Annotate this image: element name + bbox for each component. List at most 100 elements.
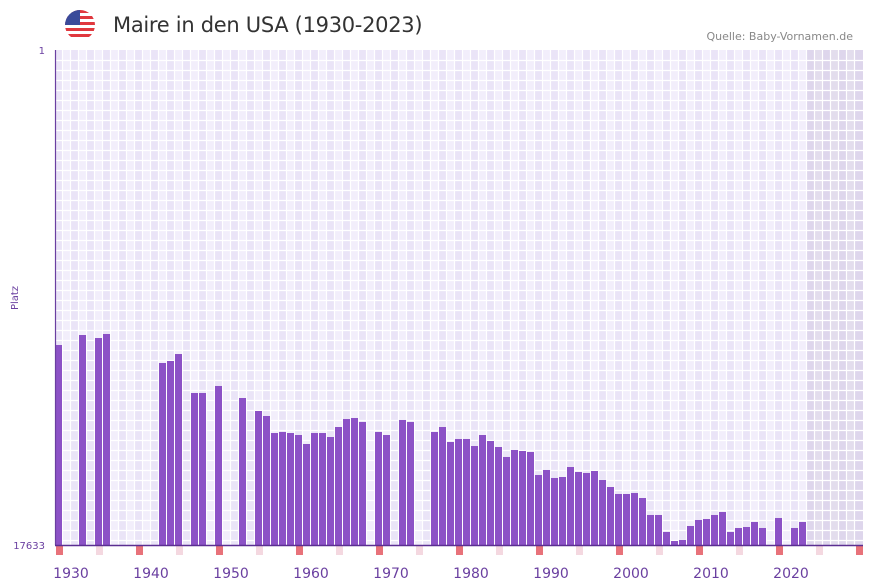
year-marker-2025 <box>816 546 823 555</box>
grid-column <box>503 50 511 545</box>
grid-column <box>839 50 847 545</box>
grid-column <box>215 50 223 545</box>
bar-2013 <box>719 512 726 545</box>
bar-1943 <box>159 362 166 545</box>
year-marker-1945 <box>176 546 183 555</box>
bar-1965 <box>335 427 342 545</box>
grid-column <box>455 50 463 545</box>
bar-1978 <box>439 427 446 545</box>
grid-column <box>391 50 399 545</box>
bar-1962 <box>311 433 318 545</box>
bar-1947 <box>191 393 198 545</box>
source-credit: Quelle: Baby-Vornamen.de <box>706 30 853 43</box>
bar-2005 <box>655 514 662 545</box>
bar-2003 <box>639 498 646 545</box>
bar-2009 <box>687 525 694 545</box>
x-tick-2020: 2020 <box>773 566 809 582</box>
bar-2018 <box>759 527 766 545</box>
grid-column <box>727 50 735 545</box>
bar-1984 <box>487 441 494 545</box>
bars <box>55 333 806 545</box>
year-marker-2005 <box>656 546 663 555</box>
grid-column <box>103 50 111 545</box>
bar-2023 <box>799 522 806 545</box>
x-tick-1980: 1980 <box>453 566 489 582</box>
grid-column <box>567 50 575 545</box>
year-marker-1970 <box>376 546 383 555</box>
grid-column <box>855 50 863 545</box>
grid-column <box>247 50 255 545</box>
grid-column <box>167 50 175 545</box>
bar-1977 <box>431 432 438 545</box>
grid-column <box>583 50 591 545</box>
grid-column <box>519 50 527 545</box>
grid-column <box>631 50 639 545</box>
bar-1959 <box>287 433 294 545</box>
bar-1987 <box>511 449 518 545</box>
bar-1948 <box>199 393 206 545</box>
page-title: Maire in den USA (1930-2023) <box>113 13 423 37</box>
grid-column <box>151 50 159 545</box>
year-marker-1930 <box>56 546 63 555</box>
x-tick-1930: 1930 <box>53 566 89 582</box>
grid-column <box>535 50 543 545</box>
grid-column <box>135 50 143 545</box>
grid-column <box>711 50 719 545</box>
bar-2004 <box>647 514 654 545</box>
bar-1960 <box>295 435 302 545</box>
year-marker-1955 <box>256 546 263 555</box>
year-marker-1980 <box>456 546 463 555</box>
bar-1986 <box>503 456 510 545</box>
y-tick-bottom: 17633 <box>13 541 45 552</box>
bar-1988 <box>519 451 526 545</box>
year-marker-1985 <box>496 546 503 555</box>
bar-1981 <box>463 438 470 545</box>
future-region <box>807 50 863 545</box>
bar-2008 <box>679 540 686 545</box>
grid-column <box>599 50 607 545</box>
grid-column <box>695 50 703 545</box>
bar-1998 <box>599 480 606 545</box>
bar-1993 <box>559 477 566 545</box>
x-tick-1950: 1950 <box>213 566 249 582</box>
bar-1967 <box>351 417 358 545</box>
grid-column <box>775 50 783 545</box>
bar-2017 <box>751 522 758 545</box>
grid-column <box>615 50 623 545</box>
bar-1971 <box>383 435 390 545</box>
bar-1968 <box>359 422 366 545</box>
bar-1982 <box>471 446 478 545</box>
grid-column <box>807 50 815 545</box>
bar-1994 <box>567 467 574 545</box>
grid-column <box>119 50 127 545</box>
grid-column <box>647 50 655 545</box>
bar-1973 <box>399 419 406 545</box>
y-tick-top: 1 <box>39 46 45 57</box>
grid-column <box>343 50 351 545</box>
year-marker-2020 <box>776 546 783 555</box>
grid-column <box>823 50 831 545</box>
bar-1995 <box>575 472 582 545</box>
bar-1957 <box>271 433 278 545</box>
bar-1989 <box>527 451 534 545</box>
year-marker-2015 <box>736 546 743 555</box>
year-marker-1990 <box>536 546 543 555</box>
bar-1950 <box>215 385 222 545</box>
bar-2012 <box>711 514 718 545</box>
grid-column <box>87 50 95 545</box>
grid-column <box>743 50 751 545</box>
bar-1936 <box>103 333 110 545</box>
grid-column <box>263 50 271 545</box>
x-tick-labels: 1930 1940 1950 1960 1970 1980 1990 2000 2010 2020 <box>53 566 809 582</box>
bar-2007 <box>671 541 678 545</box>
bar-1992 <box>551 477 558 545</box>
bar-1970 <box>375 432 382 545</box>
bar-1996 <box>583 472 590 545</box>
bar-2006 <box>663 532 670 545</box>
year-marker-1995 <box>576 546 583 555</box>
grid-column <box>311 50 319 545</box>
bar-2001 <box>623 493 630 545</box>
grid-column <box>231 50 239 545</box>
bar-1980 <box>455 438 462 545</box>
